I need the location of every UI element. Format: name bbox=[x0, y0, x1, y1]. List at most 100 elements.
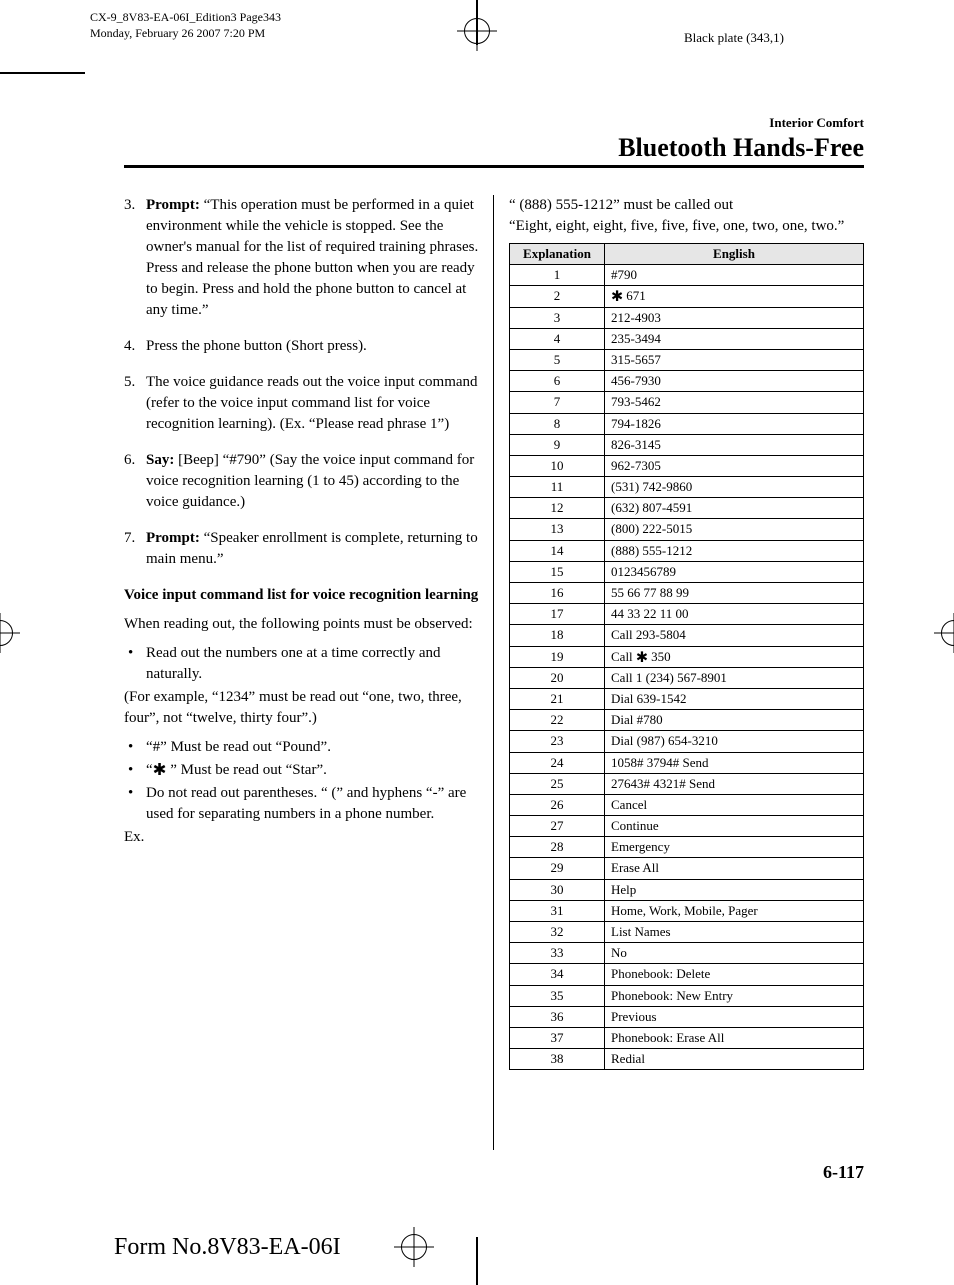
table-cell-explanation: 18 bbox=[510, 625, 605, 646]
table-cell-explanation: 1 bbox=[510, 265, 605, 286]
table-cell-english: 315-5657 bbox=[605, 349, 864, 370]
black-plate-label: Black plate (343,1) bbox=[684, 30, 784, 46]
bullet-text: “✱ ” Must be read out “Star”. bbox=[146, 760, 479, 781]
table-row: 18Call 293-5804 bbox=[510, 625, 864, 646]
left-column: 3.Prompt: “This operation must be perfor… bbox=[124, 195, 479, 1070]
bullet-text: “#” Must be read out “Pound”. bbox=[146, 737, 479, 758]
step-body: Press the phone button (Short press). bbox=[146, 336, 479, 357]
table-cell-explanation: 33 bbox=[510, 943, 605, 964]
step-number: 5. bbox=[124, 372, 146, 435]
registration-mark-bottom-icon bbox=[401, 1234, 427, 1260]
table-cell-explanation: 12 bbox=[510, 498, 605, 519]
bullet-item: • “✱ ” Must be read out “Star”. bbox=[128, 760, 479, 781]
table-cell-english: #790 bbox=[605, 265, 864, 286]
table-cell-english: (531) 742-9860 bbox=[605, 477, 864, 498]
table-cell-english: 793-5462 bbox=[605, 392, 864, 413]
table-row: 22Dial #780 bbox=[510, 710, 864, 731]
table-cell-english: Phonebook: Delete bbox=[605, 964, 864, 985]
table-row: 1655 66 77 88 99 bbox=[510, 583, 864, 604]
table-row: 31Home, Work, Mobile, Pager bbox=[510, 900, 864, 921]
table-cell-explanation: 35 bbox=[510, 985, 605, 1006]
table-row: 14(888) 555-1212 bbox=[510, 540, 864, 561]
table-row: 23Dial (987) 654-3210 bbox=[510, 731, 864, 752]
table-cell-explanation: 11 bbox=[510, 477, 605, 498]
file-info-line2: Monday, February 26 2007 7:20 PM bbox=[90, 26, 281, 42]
step-item: 4.Press the phone button (Short press). bbox=[124, 336, 479, 357]
step-body: Prompt: “This operation must be performe… bbox=[146, 195, 479, 321]
step-number: 6. bbox=[124, 450, 146, 513]
table-cell-explanation: 5 bbox=[510, 349, 605, 370]
table-cell-english: Phonebook: New Entry bbox=[605, 985, 864, 1006]
registration-mark-right-icon bbox=[941, 620, 954, 646]
table-cell-english: Dial (987) 654-3210 bbox=[605, 731, 864, 752]
step-body: Prompt: “Speaker enrollment is complete,… bbox=[146, 528, 479, 570]
bullet-icon: • bbox=[128, 760, 146, 781]
table-cell-explanation: 8 bbox=[510, 413, 605, 434]
table-cell-english: (888) 555-1212 bbox=[605, 540, 864, 561]
bullet-item: • Read out the numbers one at a time cor… bbox=[128, 643, 479, 685]
table-cell-english: Call 1 (234) 567-8901 bbox=[605, 667, 864, 688]
table-cell-english: (800) 222-5015 bbox=[605, 519, 864, 540]
table-cell-english: 0123456789 bbox=[605, 561, 864, 582]
table-row: 34Phonebook: Delete bbox=[510, 964, 864, 985]
step-body: The voice guidance reads out the voice i… bbox=[146, 372, 479, 435]
step-number: 4. bbox=[124, 336, 146, 357]
step-body: Say: [Beep] “#790” (Say the voice input … bbox=[146, 450, 479, 513]
table-cell-explanation: 23 bbox=[510, 731, 605, 752]
table-row: 150123456789 bbox=[510, 561, 864, 582]
intro-line2: “Eight, eight, eight, five, five, five, … bbox=[509, 216, 864, 237]
table-cell-english: Dial #780 bbox=[605, 710, 864, 731]
table-cell-english: Cancel bbox=[605, 794, 864, 815]
step-number: 3. bbox=[124, 195, 146, 321]
table-row: 21Dial 639-1542 bbox=[510, 688, 864, 709]
table-cell-english: Phonebook: Erase All bbox=[605, 1027, 864, 1048]
table-cell-explanation: 2 bbox=[510, 286, 605, 307]
table-cell-explanation: 37 bbox=[510, 1027, 605, 1048]
step-text: [Beep] “#790” (Say the voice input comma… bbox=[146, 452, 474, 510]
table-cell-explanation: 16 bbox=[510, 583, 605, 604]
table-cell-explanation: 38 bbox=[510, 1049, 605, 1070]
crop-mark-left bbox=[0, 72, 85, 74]
table-row: 3212-4903 bbox=[510, 307, 864, 328]
table-row: 8794-1826 bbox=[510, 413, 864, 434]
table-cell-english: Continue bbox=[605, 816, 864, 837]
table-cell-explanation: 36 bbox=[510, 1006, 605, 1027]
table-cell-explanation: 6 bbox=[510, 371, 605, 392]
table-cell-english: Dial 639-1542 bbox=[605, 688, 864, 709]
example-paragraph: (For example, “1234” must be read out “o… bbox=[124, 687, 479, 729]
step-item: 5.The voice guidance reads out the voice… bbox=[124, 372, 479, 435]
step-lead: Prompt: bbox=[146, 530, 200, 546]
table-cell-explanation: 25 bbox=[510, 773, 605, 794]
bullet-text: Read out the numbers one at a time corre… bbox=[146, 643, 479, 685]
bullet-icon: • bbox=[128, 643, 146, 685]
table-cell-explanation: 34 bbox=[510, 964, 605, 985]
table-cell-english: Help bbox=[605, 879, 864, 900]
table-cell-english: 44 33 22 11 00 bbox=[605, 604, 864, 625]
step-text: “This operation must be performed in a q… bbox=[146, 197, 478, 318]
bullet-icon: • bbox=[128, 737, 146, 758]
table-cell-english: (632) 807-4591 bbox=[605, 498, 864, 519]
step-lead: Say: bbox=[146, 452, 174, 468]
file-info: CX-9_8V83-EA-06I_Edition3 Page343 Monday… bbox=[90, 10, 281, 41]
star-icon: ✱ bbox=[636, 655, 648, 662]
table-row: 5315-5657 bbox=[510, 349, 864, 370]
voice-input-subhead: Voice input command list for voice recog… bbox=[124, 585, 479, 606]
crop-mark-bottom bbox=[476, 1237, 478, 1285]
table-row: 35Phonebook: New Entry bbox=[510, 985, 864, 1006]
table-cell-english: 212-4903 bbox=[605, 307, 864, 328]
table-cell-english: Call 293-5804 bbox=[605, 625, 864, 646]
table-cell-english: 27643# 4321# Send bbox=[605, 773, 864, 794]
step-number: 7. bbox=[124, 528, 146, 570]
table-row: 37Phonebook: Erase All bbox=[510, 1027, 864, 1048]
table-cell-english: List Names bbox=[605, 922, 864, 943]
table-cell-explanation: 14 bbox=[510, 540, 605, 561]
form-number: Form No.8V83-EA-06I bbox=[114, 1234, 341, 1261]
table-row: 38Redial bbox=[510, 1049, 864, 1070]
table-header-explanation: Explanation bbox=[510, 244, 605, 265]
table-row: 6456-7930 bbox=[510, 371, 864, 392]
header-rule bbox=[124, 165, 864, 168]
table-cell-english: Call ✱ 350 bbox=[605, 646, 864, 667]
table-cell-explanation: 32 bbox=[510, 922, 605, 943]
table-cell-english: 962-7305 bbox=[605, 455, 864, 476]
table-cell-explanation: 28 bbox=[510, 837, 605, 858]
